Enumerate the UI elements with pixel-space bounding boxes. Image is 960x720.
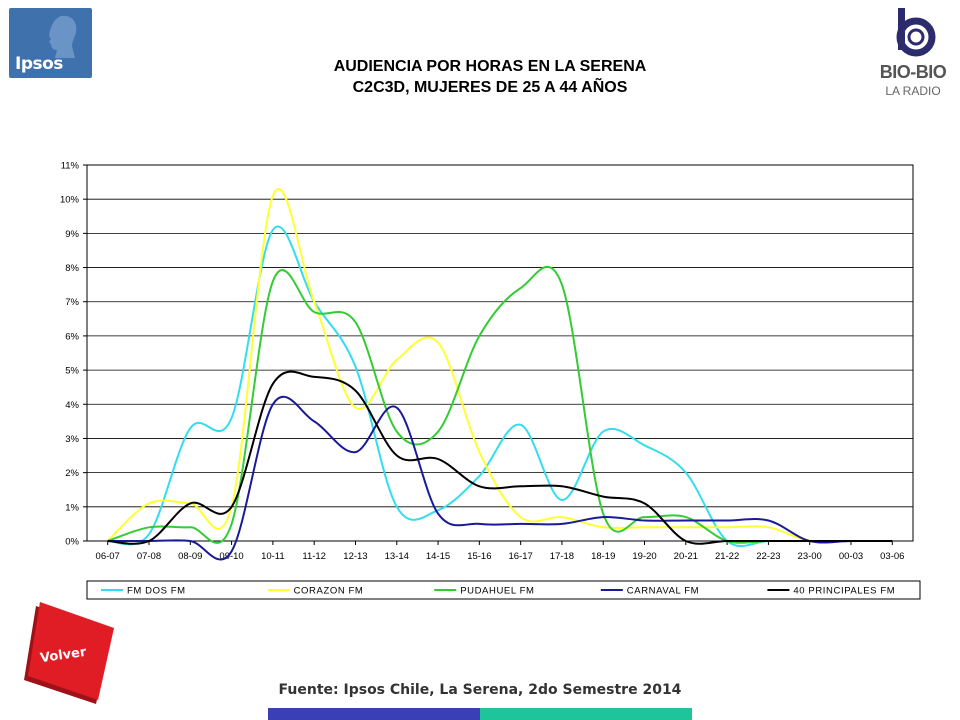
y-tick-label: 10% [60,195,80,206]
x-tick-label: 10-11 [261,551,285,562]
y-tick-label: 9% [65,229,79,240]
x-tick-label: 07-08 [137,551,161,562]
series-line-5 [107,370,893,545]
x-tick-label: 22-23 [756,551,780,562]
volver-shape-icon [24,602,114,704]
ipsos-logo: Ipsos [9,8,92,78]
y-tick-label: 7% [65,297,79,308]
x-tick-label: 21-22 [715,551,739,562]
x-tick-label: 19-20 [632,551,656,562]
chart-title: AUDIENCIA POR HORAS EN LA SERENA C2C3D, … [230,56,750,98]
y-tick-label: 6% [65,331,79,342]
footer-bar-teal [480,708,692,720]
source-note: Fuente: Ipsos Chile, La Serena, 2do Seme… [278,682,682,698]
legend-label: CORAZON FM [294,586,364,597]
legend-label: FM DOS FM [127,586,186,597]
y-tick-label: 5% [65,366,79,377]
ipsos-head-icon [49,15,77,58]
y-tick-label: 2% [65,468,79,479]
x-tick-label: 09-10 [219,551,243,562]
series-line-4 [107,395,893,561]
biobio-logo: BIO-BIO LA RADIO [872,6,954,102]
chart-title-line-1: AUDIENCIA POR HORAS EN LA SERENA [333,58,647,75]
biobio-logo-text: BIO-BIO [879,62,947,82]
y-tick-label: 8% [65,263,79,274]
ipsos-logo-text: Ipsos [15,54,63,74]
legend-label: CARNAVAL FM [627,586,699,597]
x-tick-label: 17-18 [550,551,574,562]
x-tick-label: 20-21 [674,551,698,562]
x-tick-label: 18-19 [591,551,615,562]
volver-button[interactable]: Volver [22,602,114,706]
x-tick-label: 16-17 [508,551,532,562]
chart-title-line-2: C2C3D, MUJERES DE 25 A 44 AÑOS [352,79,628,96]
y-tick-label: 1% [65,502,79,513]
x-tick-label: 03-06 [880,551,904,562]
y-tick-label: 11% [61,161,80,172]
y-tick-label: 0% [65,537,79,548]
biobio-logo-subtext: LA RADIO [885,84,941,98]
x-tick-label: 11-12 [302,551,326,562]
x-tick-label: 23-00 [798,551,822,562]
legend-label: 40 PRINCIPALES FM [793,586,895,597]
series-line-1 [107,225,893,548]
x-tick-label: 12-13 [343,551,367,562]
footer-bar-blue [268,708,480,720]
x-tick-label: 15-16 [467,551,491,562]
y-tick-label: 3% [65,434,79,445]
legend-box [86,580,921,600]
x-tick-label: 06-07 [96,551,120,562]
x-tick-label: 14-15 [426,551,450,562]
series-line-3 [107,266,893,544]
x-tick-label: 08-09 [178,551,202,562]
series-line-2 [107,188,893,544]
x-tick-label: 00-03 [839,551,863,562]
x-tick-label: 13-14 [385,551,409,562]
y-tick-label: 4% [65,400,79,411]
legend-label: PUDAHUEL FM [460,586,534,597]
plot-area [86,164,914,542]
biobio-b-icon [896,8,936,57]
